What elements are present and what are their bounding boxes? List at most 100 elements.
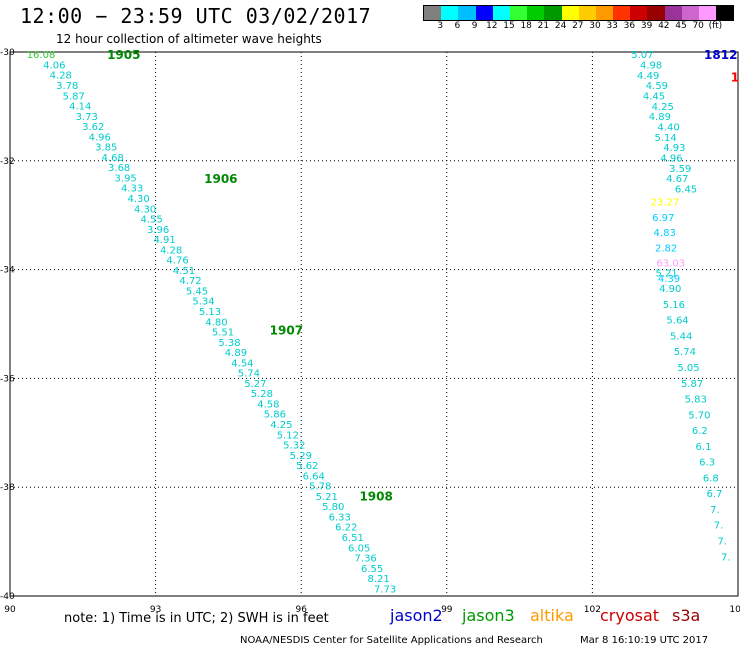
wave-height-label: 4.93 — [663, 143, 685, 154]
wave-height-label: 5.38 — [218, 338, 240, 349]
lon-tick-label: 90 — [4, 605, 16, 615]
wave-height-label: 5.70 — [688, 410, 710, 421]
color-swatch — [595, 6, 614, 20]
page-subtitle: 12 hour collection of altimeter wave hei… — [56, 32, 322, 46]
wave-height-label: 2.82 — [655, 243, 677, 254]
wave-height-label: 6.05 — [348, 543, 370, 554]
color-swatch — [561, 6, 579, 20]
wave-height-label: 6.3 — [699, 458, 715, 469]
color-swatch — [458, 6, 476, 20]
wave-height-label: 5.83 — [685, 395, 707, 406]
wave-height-label: 4.90 — [659, 284, 681, 295]
wave-height-label: 7.73 — [374, 584, 396, 595]
color-scale-label: 42 — [658, 21, 670, 31]
color-swatch — [544, 6, 562, 20]
wave-height-label: 4.14 — [69, 102, 91, 113]
wave-height-label: 3.73 — [76, 112, 98, 123]
credit-line: NOAA/NESDIS Center for Satellite Applica… — [240, 635, 543, 646]
wave-height-label: 5.45 — [186, 286, 208, 297]
color-scale-label: 36 — [623, 21, 636, 31]
legend-jason3: jason3 — [462, 606, 515, 625]
wave-height-label: 5.44 — [670, 331, 692, 342]
wave-height-label: 4.98 — [640, 61, 662, 72]
lat-tick-label: -30 — [0, 48, 15, 58]
color-scale-label: 24 — [554, 21, 567, 31]
legend-altika: altika — [530, 606, 574, 625]
color-scale-label: 70 — [692, 21, 704, 31]
wave-height-label: 5.16 — [663, 300, 685, 311]
wave-height-label: 6.22 — [335, 523, 357, 534]
wave-height-label: 4.59 — [646, 81, 668, 92]
color-swatch — [647, 6, 665, 20]
wave-height-label: 4.72 — [179, 276, 201, 287]
time-stamp-label: 1907 — [270, 323, 303, 337]
wave-height-label: 4.76 — [166, 256, 188, 267]
wave-height-label: 6.7 — [706, 489, 722, 500]
wave-height-label: 6.2 — [692, 426, 708, 437]
wave-height-label: 4.25 — [652, 102, 674, 113]
wave-height-label: 5.87 — [63, 91, 85, 102]
wave-height-label: 4.06 — [43, 60, 65, 71]
wave-height-label: 6.97 — [652, 213, 674, 224]
wave-height-label: 4.91 — [153, 235, 175, 246]
wave-height-label: 5.64 — [666, 316, 688, 327]
wave-height-label: 3.62 — [82, 122, 104, 133]
time-stamp-label: 1812 — [704, 48, 737, 62]
color-scale-bar — [423, 5, 735, 21]
wave-height-label: 5.21 — [655, 268, 677, 279]
wave-height-label: 5.34 — [192, 297, 214, 308]
color-swatch — [424, 6, 442, 20]
wave-height-label: 7. — [710, 505, 720, 516]
color-scale-label: 27 — [572, 21, 584, 31]
wave-height-label: 4.83 — [654, 228, 676, 239]
wave-height-label: 5.32 — [283, 441, 305, 452]
lat-tick-label: -36 — [0, 374, 15, 384]
wave-height-label: 5.28 — [251, 389, 273, 400]
lon-tick-label: 105 — [729, 605, 740, 615]
color-scale-label: 18 — [520, 21, 532, 31]
generated-timestamp: Mar 8 16:10:19 UTC 2017 — [580, 635, 709, 646]
wave-height-label: 5.27 — [244, 379, 266, 390]
lon-tick-label: 96 — [295, 605, 307, 615]
wave-height-label: 4.96 — [89, 132, 111, 143]
color-swatch — [699, 6, 717, 20]
wave-height-label: 3.78 — [56, 81, 78, 92]
time-stamp-label: 1908 — [359, 489, 392, 503]
wave-height-label: 4.40 — [657, 123, 679, 134]
wave-height-label: 5.21 — [316, 492, 338, 503]
wave-height-label: 4.33 — [121, 184, 143, 195]
wave-height-label: 4.55 — [140, 215, 162, 226]
wave-height-label: 6.55 — [361, 564, 383, 575]
wave-height-label: 8.21 — [368, 574, 390, 585]
wave-height-label: 4.25 — [270, 420, 292, 431]
lat-tick-label: -40 — [0, 592, 15, 602]
color-swatch — [527, 6, 545, 20]
wave-height-label: 3.95 — [115, 173, 137, 184]
wave-height-label: 23.27 — [651, 198, 680, 209]
wave-height-label: 4.49 — [637, 71, 659, 82]
wave-height-label: 5.05 — [677, 363, 699, 374]
color-swatch — [716, 6, 734, 20]
legend-jason2: jason2 — [390, 606, 443, 625]
wave-height-label: 5.74 — [674, 347, 696, 358]
wave-height-label: 4.96 — [660, 154, 682, 165]
wave-height-label: 4.89 — [225, 348, 247, 359]
wave-height-label: 6.64 — [303, 471, 325, 482]
color-swatch — [509, 6, 528, 20]
color-scale-label: 21 — [537, 21, 550, 31]
wave-height-label: 4.28 — [160, 245, 182, 256]
wave-height-label: 4.68 — [102, 153, 124, 164]
wave-height-label: 7. — [721, 552, 731, 563]
wave-height-label: 5.07 — [631, 50, 653, 61]
wave-height-label: 3.96 — [147, 225, 169, 236]
color-scale-label: 12 — [486, 21, 498, 31]
wave-height-label: 5.78 — [309, 482, 331, 493]
color-swatch — [681, 6, 699, 20]
wave-height-label: 4.45 — [643, 92, 665, 103]
wave-height-label: 6.8 — [703, 473, 719, 484]
wave-height-label: 5.12 — [277, 430, 299, 441]
wave-height-label: 3.85 — [95, 143, 117, 154]
wave-height-label: 5.87 — [681, 379, 703, 390]
color-swatch — [664, 6, 682, 20]
color-scale-label: 30 — [589, 21, 601, 31]
